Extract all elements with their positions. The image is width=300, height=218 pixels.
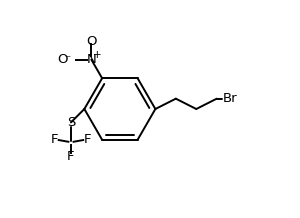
Text: F: F [67, 150, 75, 163]
Text: O: O [57, 53, 68, 66]
Text: O: O [86, 35, 97, 48]
Text: +: + [93, 50, 102, 60]
Text: Br: Br [223, 92, 237, 105]
Text: S: S [67, 116, 75, 129]
Text: ⁻: ⁻ [64, 53, 70, 66]
Text: N: N [86, 53, 96, 66]
Text: F: F [83, 133, 91, 146]
Text: F: F [51, 133, 59, 146]
